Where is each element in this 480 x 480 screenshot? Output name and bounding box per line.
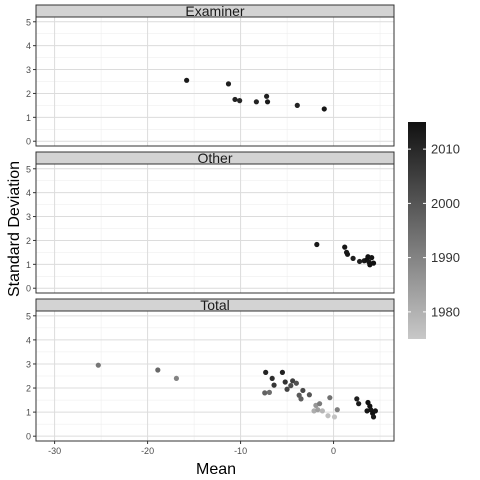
y-tick-label: 4 [26, 335, 31, 345]
data-point [264, 93, 270, 99]
data-point [298, 396, 304, 402]
y-tick-label: 3 [26, 212, 31, 222]
data-point [325, 413, 331, 419]
data-point [300, 387, 306, 394]
facet-panel-other: Other 0 1 2 3 4 5 [26, 150, 395, 294]
data-point [334, 407, 340, 413]
data-point [237, 98, 243, 104]
data-point [370, 260, 377, 266]
colorbar [408, 122, 426, 339]
data-point [294, 102, 300, 108]
y-tick-label: 1 [26, 113, 31, 123]
data-point [266, 389, 272, 395]
data-point [331, 414, 338, 420]
data-point [284, 386, 290, 392]
x-tick-label: 0 [331, 446, 336, 456]
y-tick-label: 4 [26, 188, 31, 198]
data-point [369, 255, 375, 261]
data-point [95, 362, 101, 368]
data-point [372, 408, 379, 414]
data-point [282, 379, 288, 385]
data-point [306, 392, 312, 398]
y-tick-label: 0 [26, 284, 31, 294]
facet-panel-examiner: Examiner 0 1 2 3 4 5 [26, 3, 395, 147]
data-point [184, 77, 190, 83]
y-tick-label: 4 [26, 41, 31, 51]
facet-panel-total: Total 0 1 2 3 4 5 [26, 297, 395, 442]
y-tick-label: 5 [26, 311, 31, 321]
data-point [321, 106, 327, 112]
y-tick-label: 0 [26, 432, 31, 442]
facet-title: Examiner [185, 3, 244, 19]
data-point [319, 408, 325, 414]
data-point [314, 241, 320, 248]
data-point [232, 96, 238, 103]
data-point [262, 390, 268, 396]
y-tick-label: 0 [26, 137, 31, 147]
colorbar-tick-label: 1990 [431, 250, 460, 265]
data-point [350, 255, 356, 261]
colorbar-tick-label: 2010 [431, 142, 460, 157]
data-point [288, 383, 294, 389]
data-point [155, 367, 161, 373]
data-point [269, 375, 275, 382]
y-tick-label: 5 [26, 164, 31, 174]
facet-panels: Examiner 0 1 2 3 4 5 Other 0 1 2 3 4 5 Total 0 1 2 3 4 5 [26, 3, 395, 442]
year-colorbar-legend: 1980 1990 2000 2010 [408, 122, 460, 339]
data-point [253, 99, 259, 105]
y-tick-label: 1 [26, 260, 31, 270]
x-axis-label: Mean [196, 461, 236, 478]
data-point [315, 407, 321, 413]
panel-border [35, 16, 395, 147]
x-tick-label: -30 [48, 446, 61, 456]
x-axis: -30 -20 -10 0 [48, 441, 336, 456]
data-point [264, 99, 271, 105]
y-tick-label: 3 [26, 359, 31, 369]
y-tick-label: 2 [26, 236, 31, 246]
data-point [342, 244, 348, 250]
panel-border [35, 163, 395, 294]
x-tick-label: -10 [234, 446, 247, 456]
x-tick-label: -20 [141, 446, 154, 456]
y-tick-label: 1 [26, 408, 31, 418]
y-tick-label: 3 [26, 65, 31, 75]
data-point [344, 251, 351, 257]
data-point [279, 369, 286, 375]
data-point [354, 396, 360, 402]
data-point [263, 369, 269, 375]
colorbar-tick-label: 2000 [431, 196, 460, 211]
facet-title: Other [197, 150, 232, 166]
data-point [290, 378, 296, 384]
panel-border [35, 310, 395, 442]
data-point [271, 382, 277, 388]
data-point [356, 401, 362, 407]
data-point [370, 414, 377, 420]
data-point [225, 81, 232, 87]
data-point [356, 258, 363, 265]
data-point [173, 375, 180, 382]
colorbar-tick-label: 1980 [431, 304, 460, 319]
y-tick-label: 2 [26, 89, 31, 99]
data-point [327, 395, 333, 401]
y-tick-label: 5 [26, 17, 31, 27]
y-tick-label: 2 [26, 384, 31, 394]
y-axis-label: Standard Deviation [6, 161, 23, 297]
data-point [293, 380, 299, 386]
facet-title: Total [200, 297, 230, 313]
data-point [317, 401, 323, 407]
